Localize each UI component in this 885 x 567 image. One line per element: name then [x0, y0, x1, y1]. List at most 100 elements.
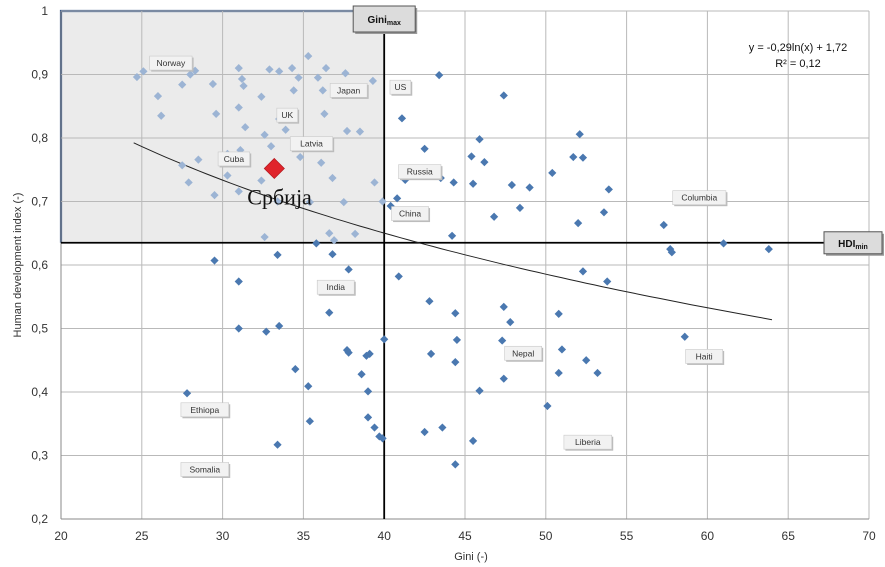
data-point [320, 109, 329, 118]
highlight-point: Србија [247, 157, 312, 209]
x-tick-label: 40 [378, 529, 392, 543]
data-point [182, 389, 192, 398]
data-point [603, 277, 612, 286]
data-point [210, 191, 219, 200]
data-point [449, 178, 458, 187]
x-tick-label: 70 [862, 529, 876, 543]
data-point [363, 387, 373, 396]
data-point [325, 229, 334, 238]
x-tick-label: 30 [216, 529, 230, 543]
country-label: Japan [329, 83, 369, 99]
data-point [604, 185, 613, 194]
country-label-text: Norway [156, 58, 186, 68]
data-point [208, 79, 218, 89]
data-point [357, 370, 366, 379]
data-point [318, 86, 327, 95]
data-point [339, 198, 348, 207]
data-point [342, 345, 352, 355]
data-point [507, 180, 516, 190]
data-point [363, 413, 373, 422]
data-point [370, 423, 379, 432]
data-point [368, 76, 377, 85]
data-point [426, 349, 436, 358]
data-point [659, 220, 668, 230]
data-point [344, 265, 353, 274]
data-point [344, 348, 353, 357]
axis-tick-labels: 20 25 30 35 40 45 50 55 60 65 70 0,2 0,3 0,4 0,5 0,6 0,7… [31, 4, 876, 543]
data-point [764, 245, 773, 254]
country-label-box [289, 136, 333, 152]
data-point [313, 73, 323, 82]
y-tick-label: 0,2 [31, 512, 48, 526]
data-point [548, 168, 557, 178]
country-label-box [391, 206, 429, 221]
country-label: US [389, 79, 413, 96]
data-point [239, 81, 248, 91]
data-point [397, 114, 407, 123]
data-point [281, 125, 290, 134]
data-point [451, 460, 460, 469]
data-point [234, 103, 243, 112]
data-point [447, 231, 457, 240]
data-point [499, 302, 508, 312]
gini-max-tag: Ginimax [352, 5, 418, 34]
data-point [305, 198, 314, 207]
data-point [475, 135, 484, 144]
x-tick-label: 45 [458, 529, 472, 543]
data-point [262, 327, 271, 336]
data-point [291, 365, 300, 374]
country-label-text: Haiti [696, 351, 713, 361]
data-point [241, 123, 250, 132]
data-point [304, 51, 313, 61]
country-label-box [398, 164, 442, 179]
country-label-box [180, 402, 230, 418]
data-point [265, 65, 274, 74]
data-point [452, 335, 462, 345]
data-point [499, 91, 508, 100]
threshold-lines [61, 11, 826, 519]
data-point [132, 72, 142, 82]
data-point [184, 178, 193, 187]
data-point [178, 80, 187, 89]
country-label-text: US [394, 82, 406, 92]
country-label: China [391, 206, 431, 223]
country-label-text: China [399, 209, 421, 219]
data-point [178, 161, 187, 170]
country-label-box [685, 349, 723, 364]
country-label-text: Cuba [224, 154, 245, 164]
data-point [186, 70, 195, 79]
country-label: Liberia [563, 434, 614, 451]
data-point [325, 308, 334, 317]
x-tick-label: 35 [297, 529, 311, 543]
data-point [435, 71, 444, 80]
country-label-text: Ethiopa [190, 405, 219, 415]
country-label-box [276, 107, 298, 123]
data-point [365, 349, 374, 358]
data-point [480, 158, 489, 167]
country-label: Ethiopa [180, 402, 231, 419]
country-label-text: India [327, 282, 346, 292]
data-point [420, 144, 429, 153]
data-point [378, 434, 387, 443]
data-point [234, 187, 243, 196]
data-point [266, 142, 276, 151]
data-point [525, 183, 534, 192]
country-label-box [672, 190, 727, 205]
data-point [355, 127, 365, 136]
data-point [234, 277, 243, 286]
data-point [273, 250, 282, 259]
data-point [328, 173, 337, 183]
data-point [234, 324, 243, 333]
data-point [289, 86, 298, 95]
y-tick-label: 0,6 [31, 258, 48, 272]
data-point [153, 91, 163, 101]
country-label-text: Nepal [512, 348, 534, 358]
y-tick-label: 0,3 [31, 449, 48, 463]
data-point [260, 232, 269, 242]
data-point [194, 155, 203, 164]
data-point [305, 417, 314, 426]
trendline-equation: y = -0,29ln(x) + 1,72 [749, 42, 847, 54]
data-point [475, 386, 484, 395]
y-tick-label: 0,4 [31, 385, 48, 399]
